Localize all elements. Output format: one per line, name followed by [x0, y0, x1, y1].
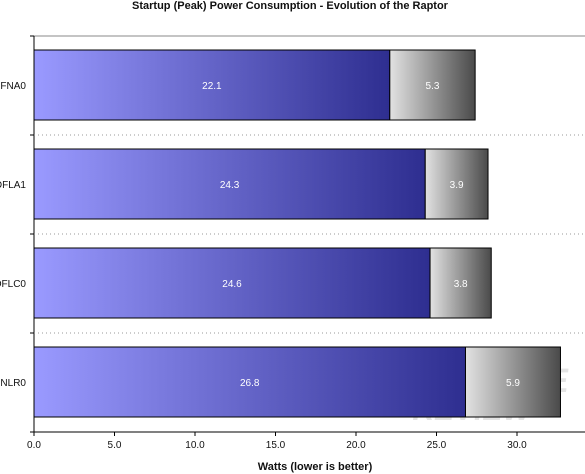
- x-tick-label: 15.0: [266, 440, 286, 451]
- bars-group: 22.1 5.3 24.3 3.9 24.6 3.8 26.8 5.9: [33, 49, 561, 418]
- bar-dflc0-series-2: [429, 247, 492, 319]
- category-label-nlr0: NLR0: [0, 378, 26, 389]
- grid-separators: [30, 35, 585, 433]
- x-tick-label: 10.0: [185, 440, 205, 451]
- category-label-dfna0: DFNA0: [0, 81, 26, 92]
- data-label-dflc0-series-2: 3.8: [454, 279, 468, 290]
- category-label-dfla1: DFLA1: [0, 180, 26, 191]
- x-axis-title: Watts (lower is better): [258, 461, 373, 473]
- data-label-dflc0-series-1: 24.6: [222, 279, 242, 290]
- x-tick-label: 0.0: [27, 440, 41, 451]
- data-label-nlr0-series-2: 5.9: [506, 378, 520, 389]
- category-label-dflc0: DFLC0: [0, 279, 26, 290]
- data-label-dfna0-series-2: 5.3: [426, 81, 440, 92]
- bar-nlr0-series-2: [464, 346, 561, 418]
- x-tick-label: 20.0: [346, 440, 366, 451]
- bar-dfla1-series-2: [424, 148, 489, 220]
- x-axis-ticks: 0.0 5.0 10.0 15.0 20.0 25.0 30.0: [27, 432, 527, 451]
- bar-dfna0-series-2: [389, 49, 476, 121]
- x-tick-label: 5.0: [108, 440, 122, 451]
- bar-dfla1-series-1: [33, 148, 426, 220]
- data-label-nlr0-series-1: 26.8: [240, 378, 260, 389]
- data-label-dfla1-series-1: 24.3: [220, 180, 240, 191]
- bar-dflc0-series-1: [33, 247, 431, 319]
- data-label-dfla1-series-2: 3.9: [450, 180, 464, 191]
- bar-nlr0-series-1: [33, 346, 466, 418]
- x-tick-label: 25.0: [427, 440, 447, 451]
- x-tick-label: 30.0: [507, 440, 527, 451]
- category-labels: DFNA0 DFLA1 DFLC0 NLR0: [0, 81, 26, 389]
- data-label-dfna0-series-1: 22.1: [202, 81, 222, 92]
- chart-title: Startup (Peak) Power Consumption - Evolu…: [132, 0, 449, 12]
